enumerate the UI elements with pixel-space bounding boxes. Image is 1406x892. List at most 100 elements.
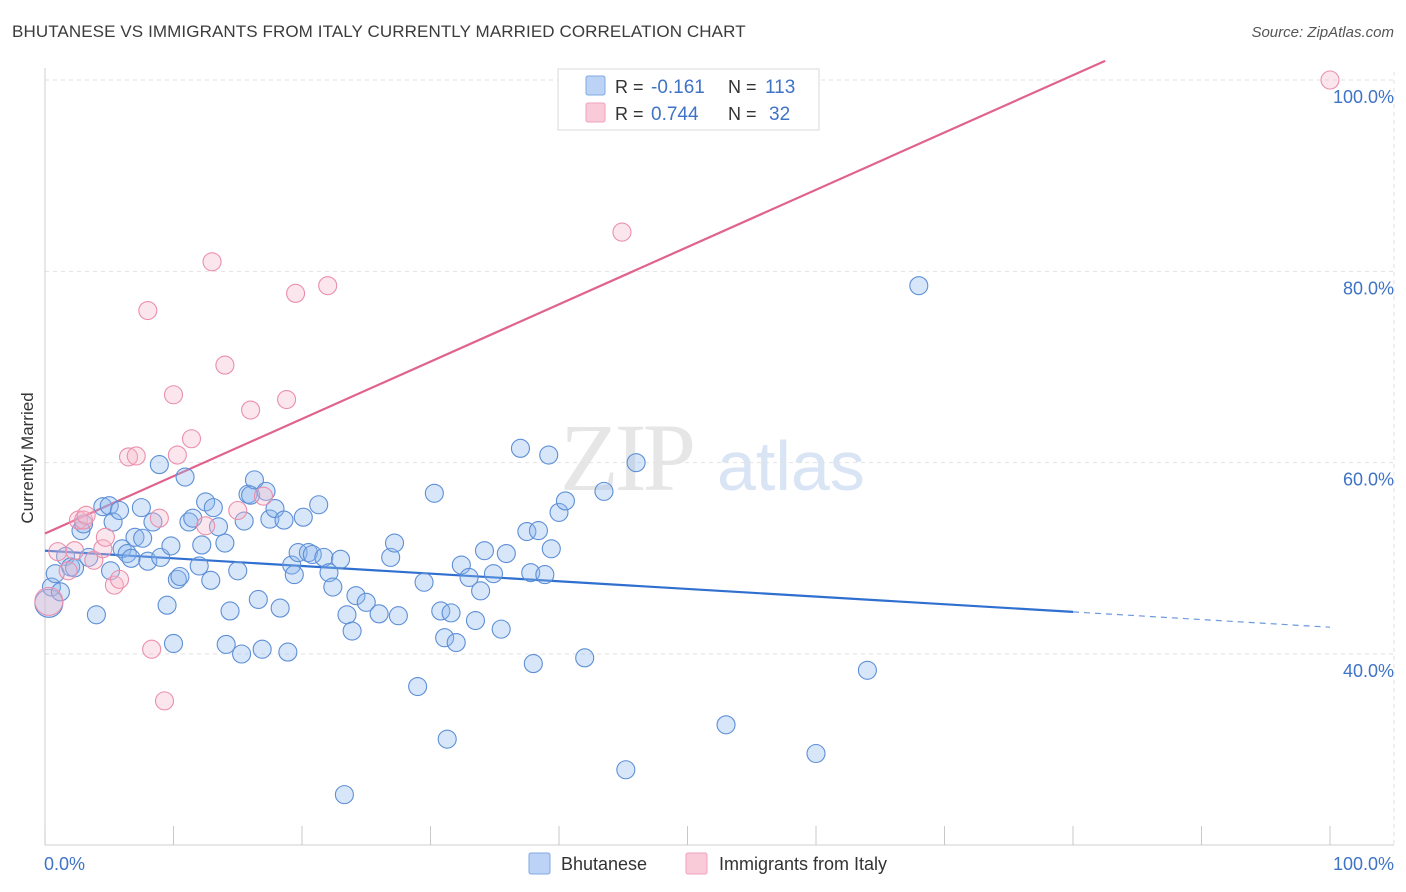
bhutanese-point-87	[465, 610, 486, 631]
italy-point-15	[142, 639, 162, 659]
bhutanese-point-100	[541, 539, 561, 559]
bhutanese-point-84	[446, 632, 466, 653]
axes	[44, 68, 1394, 846]
bhutanese-point-99	[539, 445, 559, 465]
bhutanese-point-98	[535, 565, 555, 585]
bhutanese-point-96	[523, 654, 543, 674]
bhutanese-point-44	[232, 644, 252, 664]
bhutanese-point-38	[203, 498, 223, 518]
trend-line-extension-0	[1072, 611, 1331, 628]
trend-line-0	[44, 549, 1074, 614]
y-tick-label-3: 100.0%	[1333, 87, 1394, 107]
italy-point-25	[241, 400, 261, 420]
italy-point-14	[138, 301, 158, 321]
bhutanese-point-82	[437, 729, 457, 749]
italy-point-3	[65, 541, 85, 561]
bhutanese-point-102	[555, 491, 575, 511]
bhutanese-point-59	[288, 543, 308, 563]
bhutanese-point-49	[248, 589, 268, 610]
x-tick-label-left: 0.0%	[44, 854, 85, 874]
stats-r-label-1: R =	[615, 77, 644, 97]
bhutanese-point-77	[408, 676, 428, 697]
bhutanese-point-93	[510, 438, 531, 458]
bhutanese-point-76	[388, 606, 408, 626]
bhutanese-point-37	[201, 570, 221, 590]
italy-point-6	[76, 505, 96, 525]
italy-point-0	[34, 586, 64, 616]
bhutanese-point-12	[99, 496, 119, 516]
italy-point-22	[202, 252, 222, 272]
bhutanese-point-78	[414, 572, 434, 592]
watermark-atlas: atlas	[717, 427, 865, 505]
bhutanese-point-62	[302, 544, 322, 565]
bhutanese-point-91	[491, 619, 511, 639]
stats-legend: R = -0.161 N = 113 R = 0.744 N = 32	[557, 68, 820, 131]
bhutanese-point-92	[496, 543, 516, 564]
italy-point-19	[167, 445, 187, 465]
y-tick-labels: 40.0% 60.0% 80.0% 100.0%	[1333, 87, 1394, 681]
italy-point-16	[149, 508, 169, 528]
bhutanese-point-18	[121, 548, 141, 568]
bhutanese-point-97	[528, 521, 548, 541]
stats-n-value-2: 32	[769, 104, 790, 125]
bhutanese-point-15	[109, 500, 130, 521]
bhutanese-point-31	[175, 467, 195, 487]
italy-point-1	[48, 542, 68, 562]
bhutanese-point-36	[196, 492, 216, 512]
bhutanese-point-108	[806, 743, 826, 764]
bhutanese-point-42	[220, 601, 240, 621]
bhutanese-point-86	[459, 567, 479, 588]
trend-line-1	[44, 59, 1106, 535]
bhutanese-point-103	[575, 648, 595, 668]
stats-r-value-1: -0.161	[651, 77, 705, 98]
bhutanese-point-106	[626, 453, 646, 473]
bhutanese-point-55	[274, 510, 294, 530]
italy-point-8	[93, 539, 113, 559]
italy-point-28	[286, 283, 306, 303]
italy-point-2	[58, 561, 78, 581]
stats-n-label-1: N =	[728, 77, 757, 97]
bhutanese-point-109	[857, 660, 877, 680]
bhutanese-point-22	[138, 551, 158, 571]
italy-point-18	[163, 385, 184, 405]
bhutanese-point-43	[228, 561, 248, 581]
bhutanese-point-19	[125, 527, 145, 547]
stats-n-label-2: N =	[728, 104, 757, 124]
bhutanese-point-65	[319, 563, 339, 583]
italy-point-24	[228, 500, 248, 521]
source-credit: Source: ZipAtlas.com	[1251, 24, 1394, 41]
bhutanese-point-110	[909, 276, 929, 296]
bhutanese-point-45	[234, 511, 254, 531]
legend-label-bhutanese: Bhutanese	[561, 854, 647, 874]
bhutanese-point-66	[323, 577, 343, 597]
bhutanese-point-72	[356, 592, 376, 612]
stats-swatch-pink	[585, 102, 606, 123]
data-points	[34, 70, 1340, 805]
bhutanese-point-105	[616, 760, 636, 780]
bhutanese-point-71	[346, 586, 366, 606]
bhutanese-point-41	[216, 634, 236, 654]
bhutanese-point-81	[435, 628, 455, 648]
italy-point-13	[126, 446, 146, 466]
italy-point-31	[1320, 70, 1340, 90]
bhutanese-point-107	[716, 715, 736, 735]
italy-point-12	[118, 447, 139, 467]
legend-label-italy: Immigrants from Italy	[719, 854, 887, 874]
bhutanese-point-24	[149, 455, 169, 475]
bhutanese-point-21	[133, 528, 153, 548]
y-tick-label-1: 60.0%	[1343, 470, 1394, 490]
bhutanese-point-35	[192, 535, 212, 555]
bhutanese-point-56	[278, 642, 298, 662]
italy-point-23	[215, 355, 235, 375]
bhutanese-point-28	[163, 633, 184, 654]
italy-point-20	[181, 429, 202, 449]
bhutanese-point-14	[103, 512, 123, 532]
legend-swatch-bhutanese	[528, 852, 551, 875]
x-tick-label-right: 100.0%	[1333, 854, 1394, 874]
bhutanese-point-90	[483, 564, 504, 584]
bhutanese-point-101	[549, 502, 569, 522]
bhutanese-point-9	[79, 547, 99, 567]
legend-swatch-italy	[685, 852, 708, 875]
bhutanese-point-50	[252, 639, 272, 659]
